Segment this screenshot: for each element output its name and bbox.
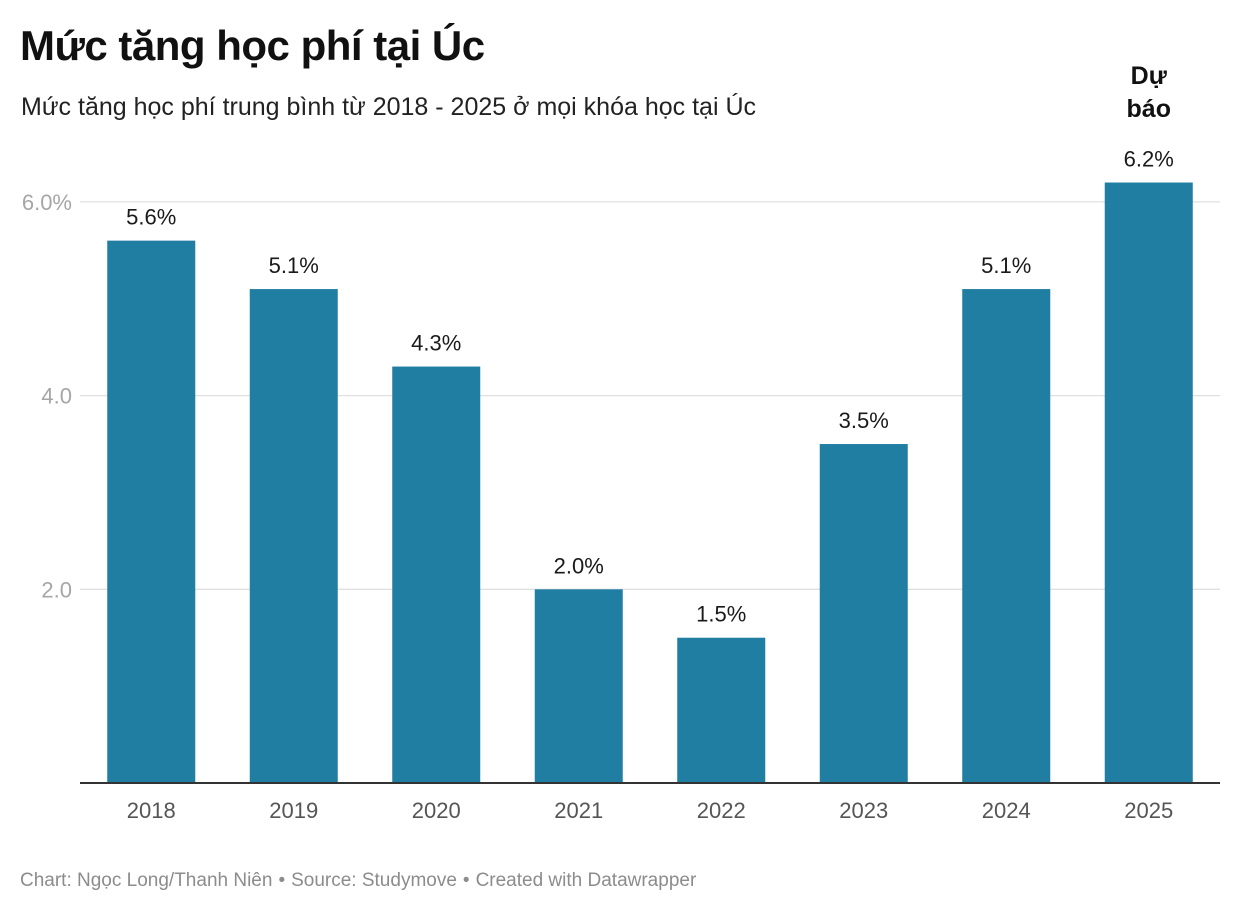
bar-chart: 2.0 4.0 6.0% 5.6% 2018 5.1% 2019 4.3% 2020 2.0% 20… [22,62,1220,823]
created-with: Created with Datawrapper [475,870,697,891]
x-tick-label: 2025 [1124,798,1173,823]
forecast-annotation: báo [1127,95,1171,123]
y-tick-label: 6.0% [22,190,72,215]
bar-2020 [392,366,481,783]
data-label: 5.1% [269,253,319,278]
forecast-annotation: Dự [1131,62,1168,90]
bar-2023 [819,444,908,783]
bar-2019 [249,289,338,783]
footer-separator: • [462,870,470,891]
x-tick-label: 2019 [269,798,318,823]
data-label: 4.3% [411,331,461,356]
chart-subtitle: Mức tăng học phí trung bình từ 2018 - 20… [21,93,756,121]
data-label: 3.5% [839,408,889,433]
bar-2022 [677,637,766,783]
footer-separator: • [278,870,286,891]
chart-credit: Chart: Ngọc Long/Thanh Niên [20,870,273,891]
data-label: 5.6% [126,205,176,230]
x-tick-label: 2024 [982,798,1031,823]
x-tick-label: 2021 [554,798,603,823]
x-tick-label: 2022 [697,798,746,823]
x-tick-label: 2023 [839,798,888,823]
data-label: 5.1% [981,253,1031,278]
data-label: 1.5% [696,602,746,627]
y-tick-label: 4.0 [41,384,72,409]
data-label: 6.2% [1124,147,1174,172]
bar-2025 [1104,182,1193,783]
x-tick-label: 2018 [127,798,176,823]
bar-2018 [107,240,196,783]
bar-2024 [962,289,1051,783]
bar-2021 [534,589,623,783]
chart-footer: Chart: Ngọc Long/Thanh Niên • Source: Stud… [20,870,696,892]
chart-title: Mức tăng học phí tại Úc [20,22,485,69]
data-label: 2.0% [554,553,604,578]
x-tick-label: 2020 [412,798,461,823]
y-tick-label: 2.0 [41,577,72,602]
chart-source: Source: Studymove [291,870,457,891]
